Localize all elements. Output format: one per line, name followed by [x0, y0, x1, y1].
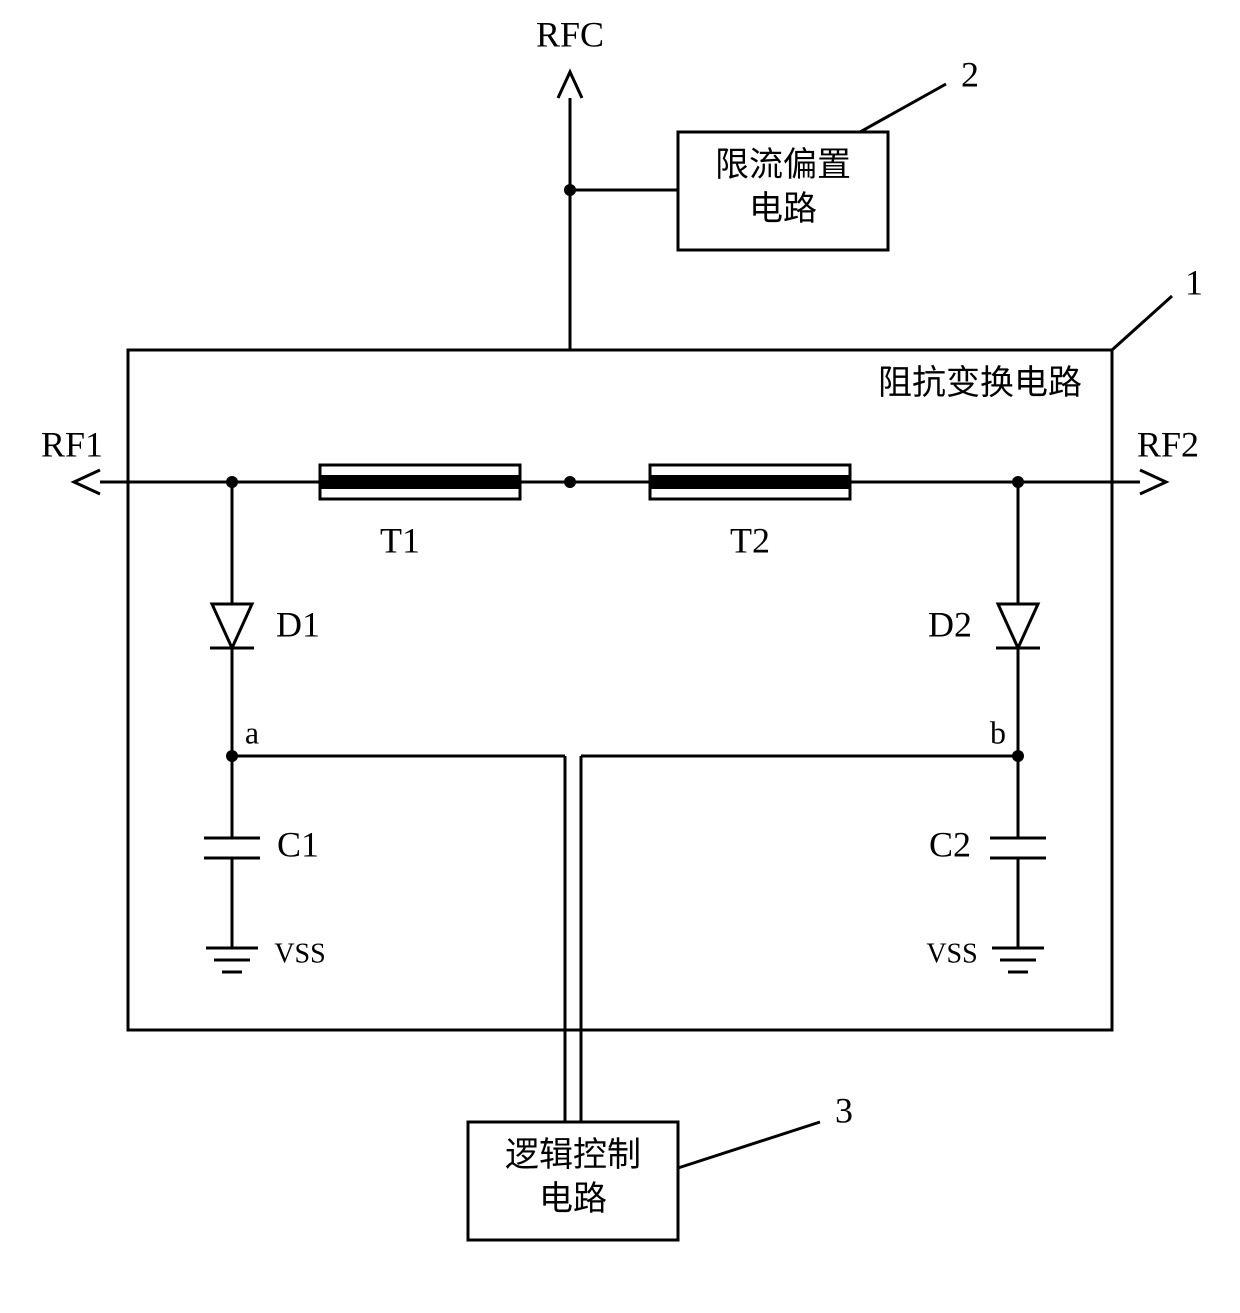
block-logic: 逻辑控制 电路 3: [468, 1090, 853, 1240]
block-main-label: 阻抗变换电路: [878, 364, 1082, 402]
block-bias-line1: 限流偏置: [715, 146, 851, 184]
block-bias: 限流偏置 电路 2: [564, 54, 979, 250]
block-bias-line2: 电路: [749, 190, 817, 228]
port-rfc-arrow: [558, 72, 582, 98]
leader-2: [860, 84, 946, 132]
cap-c2-label: C2: [929, 824, 971, 864]
node-a-label: a: [245, 714, 259, 750]
node-center: [564, 476, 576, 488]
port-rf2-arrow: [1140, 470, 1166, 494]
gnd2-label: VSS: [926, 938, 977, 969]
leader-1-num: 1: [1185, 262, 1203, 302]
node-bias-rfc: [564, 184, 576, 196]
tline-t2-core: [650, 475, 850, 489]
tline-t2-label: T2: [730, 520, 770, 560]
gnd1-label: VSS: [274, 938, 325, 969]
port-rf2-label: RF2: [1137, 424, 1199, 464]
diode-d1-label: D1: [276, 604, 320, 644]
port-rf1-label: RF1: [41, 424, 103, 464]
block-logic-line1: 逻辑控制: [505, 1136, 641, 1174]
leader-1: [1112, 296, 1172, 350]
block-main: 阻抗变换电路 1: [128, 262, 1203, 1030]
tline-t1-label: T1: [380, 520, 420, 560]
leader-2-num: 2: [961, 54, 979, 94]
port-rf1-arrow: [74, 470, 100, 494]
node-b-label: b: [990, 714, 1006, 750]
block-logic-line2: 电路: [539, 1180, 607, 1218]
block-main-box: [128, 350, 1112, 1030]
cap-c1-label: C1: [277, 824, 319, 864]
leader-3: [678, 1122, 820, 1168]
tline-t1-core: [320, 475, 520, 489]
leader-3-num: 3: [835, 1090, 853, 1130]
port-rfc-label: RFC: [536, 14, 604, 54]
circuit-diagram: RFC 限流偏置 电路 2 阻抗变换电路 1 RF1 RF2 T: [0, 0, 1240, 1313]
diode-d2-label: D2: [928, 604, 972, 644]
